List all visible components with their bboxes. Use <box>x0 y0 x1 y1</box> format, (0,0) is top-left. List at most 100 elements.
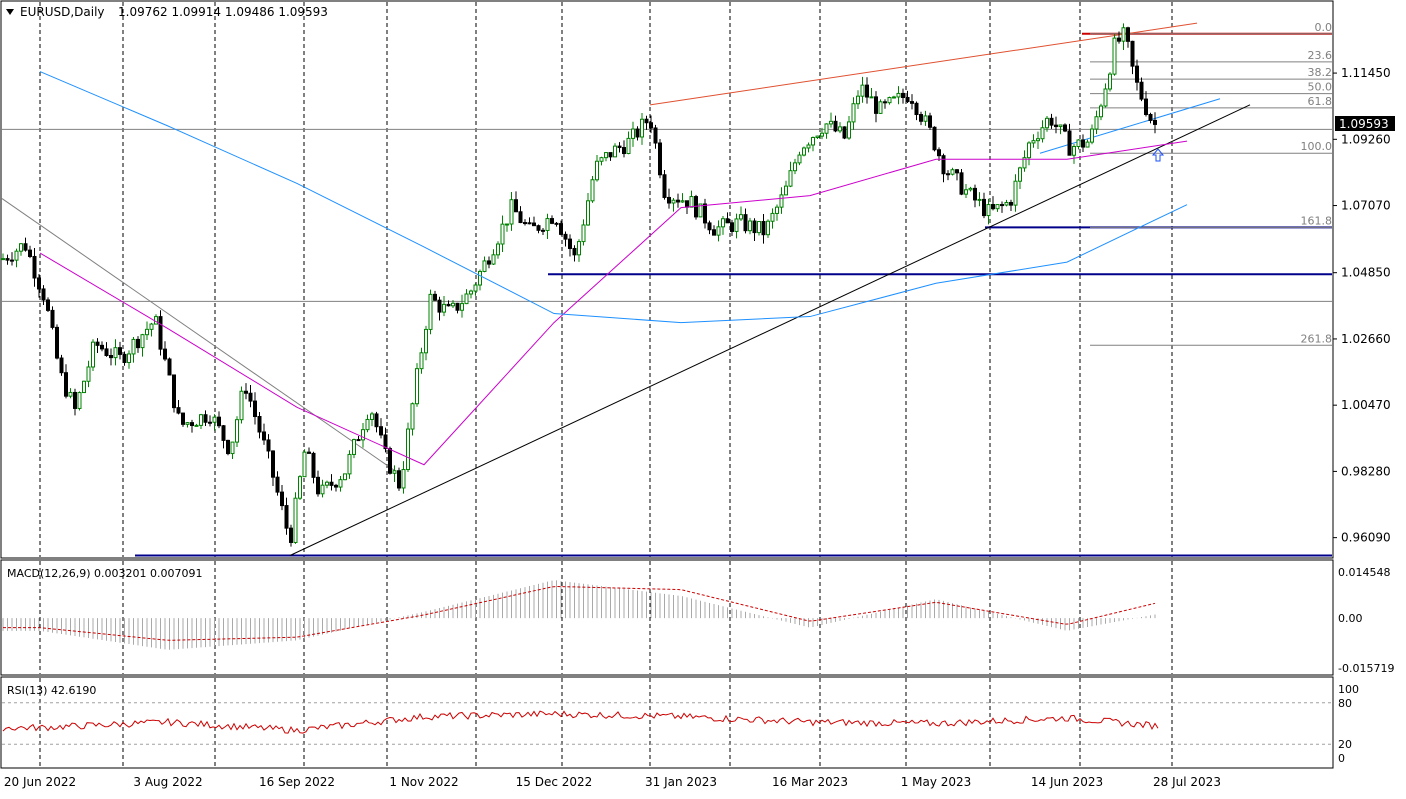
candle-body <box>878 101 883 114</box>
rsi-line <box>2 710 1159 734</box>
candle-body <box>68 391 73 397</box>
candle-body <box>428 293 433 330</box>
rsi-panel[interactable] <box>0 676 1334 769</box>
trend-line-down <box>1 198 396 472</box>
candle-body <box>797 154 802 164</box>
x-tick-label: 20 Jun 2022 <box>4 775 76 789</box>
price-panel[interactable] <box>0 0 1334 559</box>
candle-body <box>365 418 370 431</box>
candle-body <box>842 126 847 139</box>
candle-body <box>14 250 19 261</box>
candle-body <box>806 144 811 149</box>
candle-body <box>176 407 181 414</box>
candle-body <box>334 484 338 488</box>
candle-body <box>131 338 136 355</box>
candle-body <box>307 451 311 454</box>
candle-body <box>190 422 194 426</box>
candle-body <box>698 203 703 218</box>
axes: 1.11450 1.09260 1.07070 1.04850 1.02660 1.004… <box>4 66 1395 789</box>
candle-body <box>910 101 914 104</box>
y-tick-label: 1.11450 <box>1341 66 1391 80</box>
rsi-plot <box>2 702 1332 745</box>
candle-body <box>604 152 608 159</box>
candle-body <box>779 194 784 208</box>
candle-body <box>1148 113 1153 121</box>
candle-body <box>730 222 734 232</box>
candle-body <box>919 114 923 122</box>
x-tick-label: 1 Nov 2022 <box>389 775 458 789</box>
candle-body <box>545 218 550 231</box>
candle-body <box>145 328 149 336</box>
candle-body <box>1036 138 1040 142</box>
candle-body <box>617 145 622 149</box>
candle-body <box>631 128 635 139</box>
x-tick-label: 16 Mar 2023 <box>772 775 848 789</box>
candle-body <box>505 223 509 226</box>
fib-level-label: 100.0 <box>1301 140 1333 153</box>
candle-body <box>559 223 563 235</box>
candle-body <box>23 243 28 251</box>
candle-body <box>1022 157 1027 169</box>
candle-body <box>410 403 415 430</box>
candle-body <box>473 284 478 292</box>
macd-panel[interactable] <box>0 559 1334 676</box>
fib-level-label: 161.8 <box>1301 214 1333 227</box>
trend-line <box>289 104 1251 556</box>
candle-body <box>1067 130 1072 156</box>
macd-y-label: -0.015719 <box>1338 662 1394 675</box>
candle-body <box>658 142 662 176</box>
candle-body <box>482 260 487 272</box>
candle-body <box>703 203 707 224</box>
candle-body <box>5 258 10 261</box>
candle-body <box>599 157 604 162</box>
macd-title: MACD(12,26,9) 0.003201 0.007091 <box>7 567 203 580</box>
candle-body <box>199 414 203 426</box>
candle-body <box>635 128 640 138</box>
candle-body <box>955 169 959 174</box>
candle-body <box>1040 127 1045 140</box>
candle-body <box>527 222 532 225</box>
candle-body <box>284 505 289 529</box>
triangle-down-icon[interactable] <box>6 9 14 15</box>
candle-body <box>923 115 928 122</box>
candle-body <box>532 222 536 227</box>
candle-body <box>1063 124 1067 132</box>
candle-body <box>1135 65 1139 83</box>
candle-body <box>397 470 401 489</box>
candle-body <box>95 341 100 346</box>
candle-body <box>392 470 397 474</box>
candle-body <box>914 102 919 116</box>
candle-body <box>496 243 500 256</box>
candle-body <box>460 303 464 311</box>
candle-body <box>937 149 941 157</box>
x-tick-label: 3 Aug 2022 <box>133 775 202 789</box>
candle-body <box>964 189 968 195</box>
candle-body <box>739 214 743 220</box>
candle-body <box>208 421 212 424</box>
candle-body <box>55 326 59 359</box>
x-tick-label: 31 Jan 2023 <box>645 775 717 789</box>
fib-level-label: 50.0 <box>1308 81 1333 94</box>
candle-body <box>262 431 266 441</box>
candle-body <box>491 254 496 265</box>
fib-level-label: 61.8 <box>1308 95 1333 108</box>
candle-body <box>874 96 878 114</box>
up-arrow-icon <box>1151 148 1165 162</box>
symbol-label: EURUSD,Daily <box>20 5 105 19</box>
candle-body <box>437 299 442 313</box>
candle-body <box>46 299 50 311</box>
candle-body <box>802 147 806 156</box>
y-tick-label: 1.04850 <box>1341 266 1391 280</box>
candle-body <box>1121 27 1126 42</box>
candle-body <box>590 179 595 202</box>
candle-body <box>644 118 649 124</box>
candle-body <box>226 439 230 455</box>
candle-body <box>113 347 118 359</box>
candle-body <box>716 226 721 236</box>
candle-body <box>1130 40 1135 67</box>
candle-body <box>401 469 406 489</box>
candle-body <box>406 428 410 471</box>
candle-body <box>455 302 460 311</box>
